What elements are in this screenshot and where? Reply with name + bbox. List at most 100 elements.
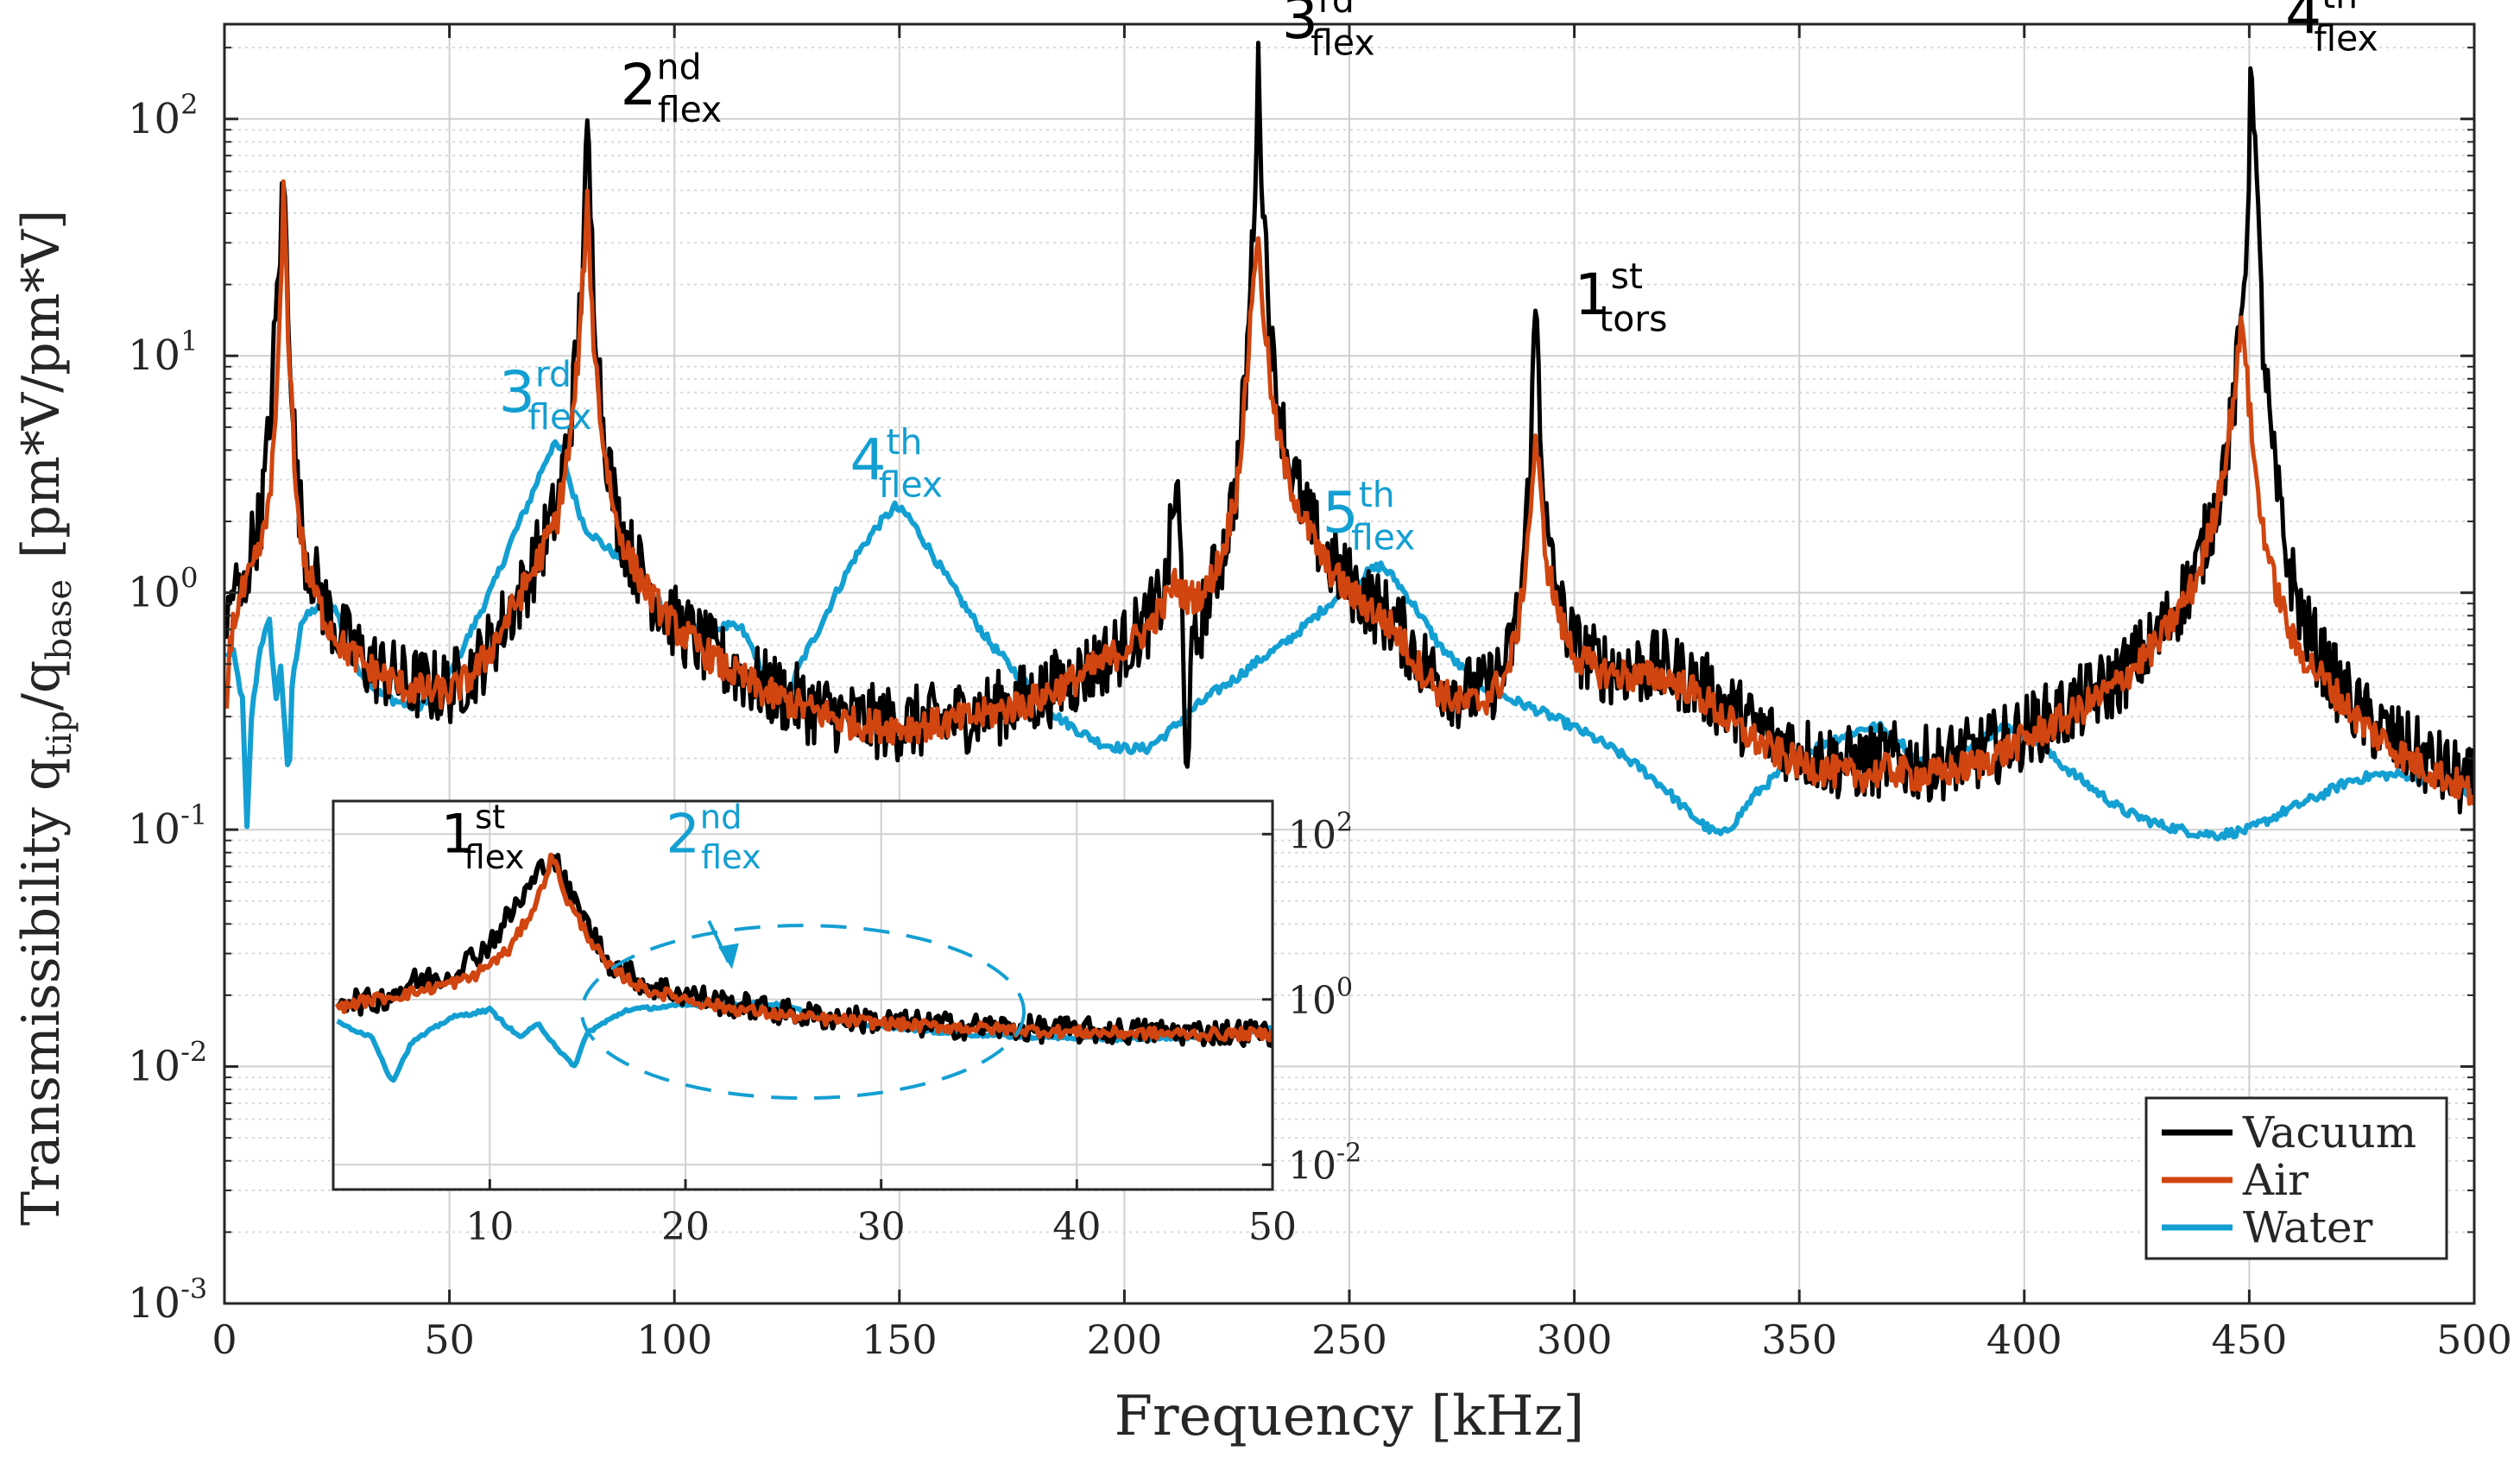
annotation-water-3rd-flex-sup: rd <box>535 353 572 394</box>
y-tick-base: 10 <box>128 95 180 143</box>
annotation-water-4th-flex-sub: flex <box>879 464 943 506</box>
x-tick-label: 250 <box>1311 1316 1387 1363</box>
legend-label-air: Air <box>2242 1155 2308 1205</box>
y-tick-exponent: 0 <box>180 562 198 595</box>
inset-y-tick-base: 10 <box>1288 979 1336 1023</box>
inset-axes-box <box>332 799 1274 1191</box>
annotation-vacuum-1st-tors-sup: st <box>1611 256 1643 297</box>
annotation-inset-2nd-flex-sup: nd <box>700 798 742 837</box>
y-label-sub-base: base <box>40 579 79 660</box>
main-annotations: 2ndflex3rdflex1sttors4thflex3rdflex4thfl… <box>499 0 2378 558</box>
inset-y-tick-exponent: 0 <box>1336 973 1353 1003</box>
inset-x-tick-label: 20 <box>661 1205 710 1249</box>
inset-x-tick-label: 30 <box>857 1205 906 1249</box>
annotation-water-4th-flex-base: 4 <box>849 427 886 494</box>
main-lines <box>224 41 2474 842</box>
inset-y-tick-exponent: -2 <box>1336 1138 1361 1168</box>
annotation-inset-2nd-flex: 2nd flex <box>666 798 761 878</box>
inset-highlight-ellipse <box>580 924 1026 1101</box>
y-tick-label: 10-3 <box>128 1272 207 1328</box>
annotation-inset-2nd-flex-base: 2 <box>666 803 699 866</box>
annotation-inset-1st-flex-base: 1 <box>441 803 475 866</box>
inset-series-line-air <box>334 852 1273 1043</box>
y-tick-base: 10 <box>128 805 180 854</box>
x-tick-label: 100 <box>636 1316 712 1363</box>
y-tick-exponent: 2 <box>180 88 198 121</box>
x-tick-label: 50 <box>424 1316 475 1363</box>
annotation-vacuum-3rd-flex-sup: rd <box>1318 0 1355 21</box>
legend-label-vacuum: Vacuum <box>2242 1107 2416 1158</box>
x-tick-label: 450 <box>2211 1316 2287 1363</box>
x-tick-label: 500 <box>2436 1316 2512 1363</box>
annotation-vacuum-1st-tors-base: 1 <box>1575 262 1611 328</box>
annotation-vacuum-2nd-flex-sub: flex <box>658 89 722 130</box>
annotation-vacuum-4th-flex-base: 4 <box>2285 0 2321 47</box>
x-tick-label: 150 <box>862 1316 938 1363</box>
inset-y-tick-label: 102 <box>1288 807 1353 857</box>
y-tick-base: 10 <box>128 331 180 380</box>
x-tick-label: 300 <box>1537 1316 1613 1363</box>
annotation-water-3rd-flex-sub: flex <box>527 396 591 438</box>
y-tick-label: 100 <box>128 562 198 617</box>
main-plot-area <box>224 41 2474 842</box>
annotation-water-3rd-flex: 3rd flex <box>499 353 592 438</box>
annotation-vacuum-2nd-flex-sup: nd <box>657 46 702 87</box>
legend-label-water: Water <box>2243 1202 2373 1253</box>
inset-y-tick-base: 10 <box>1288 813 1336 857</box>
y-label-unit: [pm*V/pm*V] <box>11 210 72 558</box>
x-axis-label: Frequency [kHz] <box>1115 1385 1585 1448</box>
annotation-vacuum-1st-tors: 1st tors <box>1575 256 1668 340</box>
axis-labels: Frequency [kHz] Transmissibility qtip/qb… <box>11 210 1584 1448</box>
y-label-main: Transmissibility q <box>11 758 72 1226</box>
inset-y-tick-exponent: 2 <box>1336 807 1353 837</box>
annotation-water-5th-flex-base: 5 <box>1323 480 1359 546</box>
annotation-vacuum-4th-flex-sub: flex <box>2314 17 2378 59</box>
annotation-inset-1st-flex-sub: flex <box>464 838 525 877</box>
annotation-water-3rd-flex-base: 3 <box>499 359 535 426</box>
annotation-water-5th-flex: 5th flex <box>1323 474 1416 558</box>
y-tick-label: 10-1 <box>128 798 207 854</box>
y-tick-label: 101 <box>128 325 198 380</box>
inset-y-tick-base: 10 <box>1288 1144 1336 1188</box>
annotation-vacuum-2nd-flex-base: 2 <box>621 52 657 118</box>
inset-x-tick-label: 40 <box>1052 1205 1101 1249</box>
annotation-inset-2nd-flex-sub: flex <box>701 838 761 877</box>
inset-x-tick-label: 10 <box>465 1205 514 1249</box>
annotation-inset-1st-flex: 1st flex <box>441 798 525 878</box>
inset-y-tick-label: 10-2 <box>1288 1138 1361 1188</box>
y-tick-exponent: -2 <box>180 1036 207 1069</box>
annotation-water-4th-flex-sup: th <box>886 421 922 463</box>
y-label-sub-tip: tip <box>40 710 79 757</box>
y-tick-label: 102 <box>128 88 198 143</box>
y-tick-exponent: -3 <box>180 1272 207 1305</box>
main-axes: 0 50 100 150 200 250 300 350 400 450 50010-310-210… <box>128 22 2512 1363</box>
inset-arrow-head <box>717 943 739 969</box>
annotation-inset-1st-flex-sup: st <box>475 798 505 837</box>
annotation-water-5th-flex-sub: flex <box>1351 516 1415 558</box>
y-tick-base: 10 <box>128 1279 180 1328</box>
y-tick-exponent: -1 <box>180 798 207 831</box>
y-tick-base: 10 <box>128 1043 180 1091</box>
annotation-water-5th-flex-sup: th <box>1359 474 1395 515</box>
x-tick-label: 400 <box>1986 1316 2062 1363</box>
annotation-vacuum-2nd-flex: 2nd flex <box>621 46 723 130</box>
x-tick-label: 350 <box>1761 1316 1837 1363</box>
y-tick-base: 10 <box>128 569 180 617</box>
annotation-water-4th-flex: 4th flex <box>849 421 943 506</box>
inset-x-tick-label: 50 <box>1248 1205 1297 1249</box>
annotation-vacuum-3rd-flex-base: 3 <box>1282 0 1318 52</box>
annotation-vacuum-3rd-flex-sub: flex <box>1311 22 1374 64</box>
inset-lines <box>334 852 1273 1083</box>
y-tick-label: 10-2 <box>128 1036 207 1091</box>
annotation-vacuum-3rd-flex: 3rd flex <box>1282 0 1375 64</box>
inset-y-tick-label: 100 <box>1288 973 1353 1023</box>
y-tick-exponent: 1 <box>180 325 198 357</box>
annotation-vacuum-1st-tors-sub: tors <box>1599 299 1667 340</box>
y-label-mid: /q <box>11 660 72 711</box>
series-line-air <box>224 179 2474 806</box>
annotation-vacuum-4th-flex-sup: th <box>2321 0 2358 16</box>
